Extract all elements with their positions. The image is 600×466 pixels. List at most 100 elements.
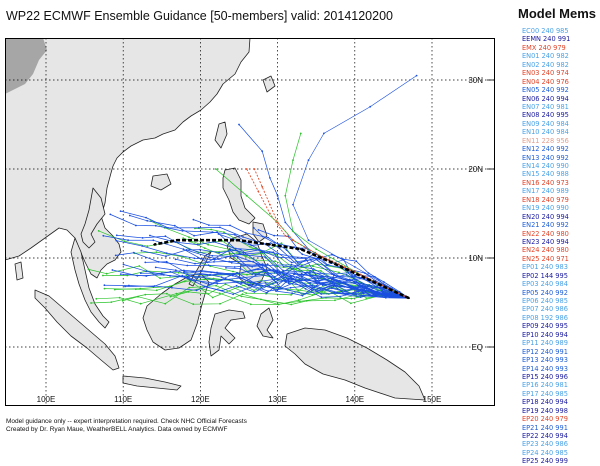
track-point (365, 289, 368, 292)
track-point (171, 286, 173, 289)
track-point (253, 291, 256, 293)
track-point (272, 251, 275, 254)
track-point (103, 284, 106, 287)
track-point (215, 284, 218, 287)
track-point (119, 273, 122, 275)
track-point (123, 240, 126, 243)
track-point (249, 281, 252, 284)
track-point (383, 293, 385, 296)
track-point (299, 248, 302, 251)
track-point (194, 262, 196, 265)
track-point (215, 279, 218, 282)
track-point (292, 230, 294, 233)
track-point (155, 251, 158, 254)
track-point (305, 300, 308, 302)
track-point (350, 297, 353, 300)
track-point (267, 290, 269, 292)
track-point (245, 168, 248, 170)
legend-entry: EC00 240 985 (522, 27, 569, 35)
track-point (149, 234, 151, 237)
track-point (206, 261, 209, 264)
ensemble-tracks (87, 74, 418, 306)
track-point (269, 203, 271, 206)
lon-label: 150E (423, 395, 442, 404)
track-point (261, 185, 264, 188)
track-point (159, 277, 162, 280)
track-point (102, 234, 105, 237)
track-point (338, 275, 341, 278)
track-point (320, 276, 322, 279)
track-point (105, 272, 108, 275)
track-point (299, 300, 301, 303)
track-point (311, 284, 314, 287)
legend-entry: EN13 240 992 (522, 153, 569, 162)
track-point (415, 74, 418, 77)
track-point (208, 224, 210, 227)
legend-entry: EP03 240 984 (522, 280, 568, 289)
lon-label: 120E (191, 395, 210, 404)
track-point (395, 295, 398, 298)
malay-peninsula (70, 237, 110, 329)
track-point (333, 291, 336, 294)
track-point (353, 274, 356, 277)
track-point (141, 245, 144, 247)
track-point (115, 234, 118, 237)
track-point (269, 243, 271, 246)
legend-entry: EP18 240 994 (522, 398, 568, 407)
track-point (280, 242, 283, 245)
track-point (167, 227, 170, 229)
track-point (300, 272, 303, 275)
java (122, 375, 182, 391)
track-point (219, 226, 221, 229)
track-point (236, 252, 238, 254)
legend-entry: EN17 240 989 (522, 187, 569, 196)
track-point (307, 239, 310, 242)
track-point (139, 272, 142, 275)
track-point (183, 270, 186, 273)
legend-entry: EP15 240 996 (522, 372, 568, 381)
footer: Model guidance only -- expert interpreta… (6, 418, 247, 434)
track-point (146, 219, 149, 222)
track-point (232, 273, 235, 275)
legend-entry: EN09 240 984 (522, 119, 569, 128)
track-point (353, 266, 356, 268)
track-point (369, 105, 372, 108)
track-point (290, 261, 293, 264)
track-point (132, 251, 135, 254)
track-point (285, 281, 287, 283)
track-point (407, 297, 410, 299)
track-point (315, 248, 318, 251)
track-point (188, 236, 190, 239)
legend-entry: EP09 240 995 (522, 322, 568, 331)
track-point (203, 278, 206, 281)
track-point (128, 214, 131, 217)
track-point (299, 132, 302, 135)
track-point (257, 268, 259, 271)
track-point (320, 270, 322, 272)
legend-entry: EP25 240 999 (522, 457, 568, 466)
track-point (182, 248, 185, 251)
track-point (216, 282, 219, 285)
track-point (209, 265, 212, 268)
track-point (325, 297, 327, 299)
track-point (249, 246, 251, 248)
lon-label: 140E (345, 395, 364, 404)
track-point (355, 260, 358, 262)
track-point (164, 235, 167, 238)
track-point (207, 264, 210, 267)
track-point (229, 224, 231, 227)
track-point (284, 194, 287, 197)
lat-label: 20N (468, 165, 483, 174)
legend-entry: EP17 240 985 (522, 389, 568, 398)
track-point (182, 237, 185, 240)
track-point (240, 263, 243, 266)
track-point (252, 226, 255, 229)
track-point (154, 266, 157, 269)
legend-entry: EP24 240 985 (522, 448, 568, 457)
track-line (292, 75, 417, 299)
track-point (188, 248, 191, 251)
track-point (336, 291, 339, 294)
track-point (165, 260, 168, 263)
legend-entry: EN24 240 980 (522, 246, 569, 255)
track-point (155, 289, 158, 292)
